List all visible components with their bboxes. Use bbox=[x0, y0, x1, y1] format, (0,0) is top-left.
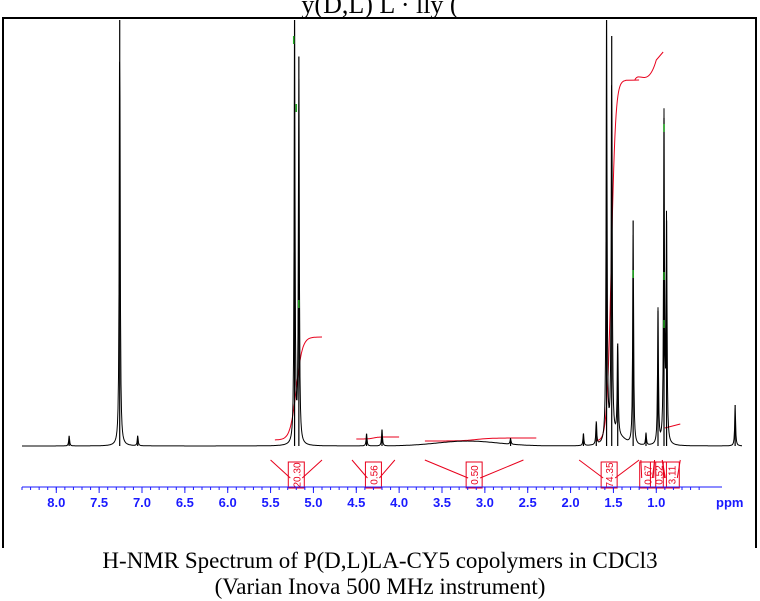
integral-value-label: 74.35 bbox=[605, 462, 616, 487]
ppm-tick-label: 7.0 bbox=[133, 495, 151, 510]
integral-bracket-arms bbox=[578, 459, 640, 479]
integral-value-label: 0.52 bbox=[654, 465, 665, 485]
integral-value-box bbox=[600, 461, 618, 489]
integral-value-box bbox=[649, 461, 667, 489]
spectrum-line bbox=[22, 19, 742, 447]
ppm-tick-label: 4.0 bbox=[390, 495, 408, 510]
integral-bracket-3: 74.35 bbox=[578, 459, 640, 489]
ppm-tick-label: 5.0 bbox=[304, 495, 322, 510]
integral-value-label: 3.11 bbox=[667, 465, 678, 484]
ppm-tick-label: 1.0 bbox=[647, 495, 665, 510]
integral-value-label: 20.30 bbox=[292, 462, 303, 487]
integral-bracket-arms bbox=[351, 459, 396, 479]
nmr-spectrum-chart: 20.30 0.56 0.50 74.35 0.67 0.52 3.11 8.0 7.5 7.0… bbox=[2, 17, 757, 548]
integral-value-box bbox=[465, 461, 483, 489]
integral-value-box bbox=[662, 461, 680, 489]
integral-bracket-0: 20.30 bbox=[270, 459, 323, 489]
ppm-tick-label: 7.5 bbox=[90, 495, 108, 510]
integral-curve-0 bbox=[274, 336, 323, 441]
ppm-tick-label: 5.5 bbox=[262, 495, 280, 510]
ppm-tick-label: 3.5 bbox=[433, 495, 451, 510]
ppm-tick-label: 8.0 bbox=[47, 495, 65, 510]
top-caption-fragment: y(D,L) L · lly ( bbox=[301, 0, 459, 19]
ppm-axis: 8.0 7.5 7.0 6.5 6.0 5.5 5.0 4.5 4.0 3.5 3.0 2.5 2.0 1… bbox=[21, 486, 743, 510]
figure-caption: H-NMR Spectrum of P(D,L)LA-CY5 copolymer… bbox=[0, 548, 760, 600]
integral-curve-tail bbox=[664, 423, 681, 429]
integral-value-label: 0.56 bbox=[369, 465, 380, 485]
peak-markers bbox=[292, 36, 665, 328]
caption-line-2: (Varian Inova 500 MHz instrument) bbox=[214, 574, 546, 599]
integral-brackets: 20.30 0.56 0.50 74.35 0.67 0.52 3.11 bbox=[270, 459, 681, 489]
ppm-tick-label: 3.0 bbox=[476, 495, 494, 510]
caption-line-1: H-NMR Spectrum of P(D,L)LA-CY5 copolymer… bbox=[102, 548, 658, 573]
integral-value-label: 0.50 bbox=[470, 465, 481, 485]
integral-bracket-arms bbox=[424, 459, 524, 479]
ppm-tick-label: 6.5 bbox=[176, 495, 194, 510]
integral-curve-2 bbox=[424, 437, 537, 442]
integral-bracket-arms bbox=[270, 459, 323, 479]
ppm-axis-unit: ppm bbox=[716, 495, 743, 510]
integral-bracket-1: 0.56 bbox=[351, 459, 396, 489]
integral-value-label: 0.67 bbox=[644, 465, 655, 485]
integral-curves bbox=[274, 51, 681, 442]
spectrum-group bbox=[22, 19, 742, 447]
integral-bracket-2: 0.50 bbox=[424, 459, 524, 489]
integral-bracket-6: 3.11 bbox=[661, 459, 681, 489]
ppm-tick-label: 4.5 bbox=[347, 495, 365, 510]
ppm-tick-label: 2.5 bbox=[519, 495, 537, 510]
plot-border bbox=[2, 17, 757, 548]
ppm-tick-label: 2.0 bbox=[562, 495, 580, 510]
ppm-tick-label: 1.5 bbox=[604, 495, 622, 510]
ppm-tick-label: 6.0 bbox=[219, 495, 237, 510]
integral-curve-1 bbox=[356, 436, 400, 440]
integral-curve-top bbox=[634, 51, 664, 81]
